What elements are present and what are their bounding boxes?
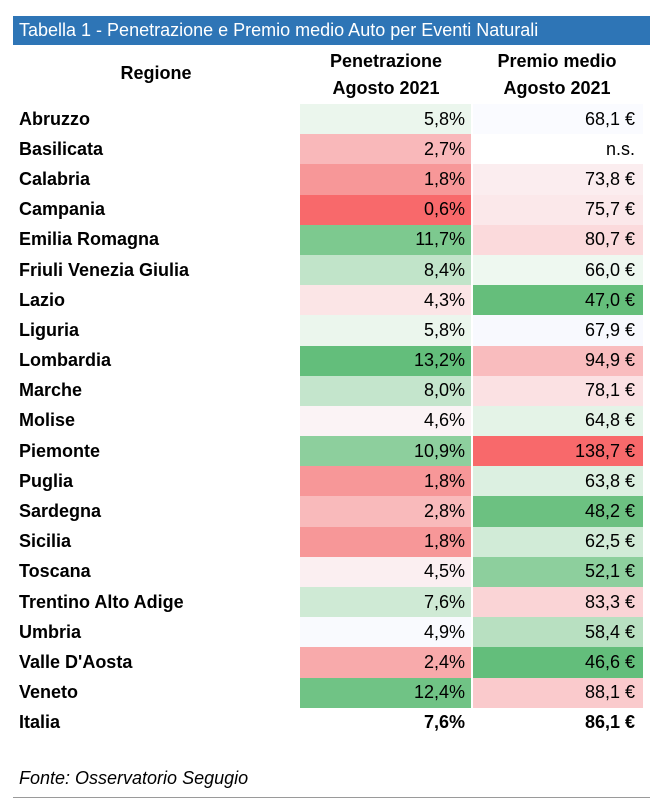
table-row: Friuli Venezia Giulia 8,4% 66,0 € [13,254,653,286]
penetration-cell: 1,8% [300,164,471,195]
region-name-cell: Piemonte [19,440,101,461]
column-header-premium-line1: Premio medio [497,51,617,71]
premium-cell: 67,9 € [473,315,643,346]
region-name-cell: Toscana [19,561,91,582]
table-row: Liguria 5,8% 67,9 € [13,315,653,346]
penetration-cell: 2,8% [300,496,471,527]
penetration-cell: 2,7% [300,134,471,165]
table-row: Sardegna 2,8% 48,2 € [13,496,653,527]
premium-cell: 78,1 € [473,375,643,406]
region-name-cell: Calabria [19,168,91,189]
table-row: Emilia Romagna 11,7% 80,7 € [13,224,653,255]
premium-cell: 75,7 € [473,194,643,225]
table-row: Calabria 1,8% 73,8 € [13,164,653,195]
penetration-cell: 5,8% [300,104,471,135]
premium-cell: 58,4 € [473,617,643,648]
penetration-cell: 2,4% [300,647,471,678]
region-name-cell: Sicilia [19,531,72,552]
penetration-cell: 10,9% [300,436,471,467]
penetration-cell: 8,0% [300,375,471,406]
table-row: Molise 4,6% 64,8 € [13,405,653,437]
premium-cell: 63,8 € [473,466,643,497]
penetration-cell: 11,7% [300,224,471,255]
premium-cell: 52,1 € [473,556,643,587]
penetration-cell: 4,6% [300,405,471,437]
table-row: Puglia 1,8% 63,8 € [13,466,653,497]
penetration-cell: 7,6% [423,712,465,733]
region-name-cell: Molise [19,410,76,431]
table-row: Valle D'Aosta 2,4% 46,6 € [13,647,653,678]
penetration-cell: 4,3% [300,285,471,316]
penetration-cell: 1,8% [300,526,471,557]
premium-cell: 64,8 € [473,405,643,437]
premium-cell: 47,0 € [473,285,643,316]
premium-cell: n.s. [473,134,643,165]
table-row: Lombardia 13,2% 94,9 € [13,345,653,376]
penetration-cell: 7,6% [300,587,471,618]
column-header-region: Regione [120,63,192,83]
region-name-cell: Abruzzo [19,108,90,129]
penetration-cell: 8,4% [300,254,471,286]
region-name-cell: Sardegna [19,501,102,522]
table-row: Marche 8,0% 78,1 € [13,375,653,406]
penetration-cell: 5,8% [300,315,471,346]
penetration-cell: 13,2% [300,345,471,376]
premium-cell: 46,6 € [473,647,643,678]
region-name-cell: Friuli Venezia Giulia [19,259,190,280]
data-table-body: Abruzzo 5,8% 68,1 € Basilicata 2,7% n.s. Calab… [13,104,653,738]
premium-cell: 62,5 € [473,526,643,557]
region-name-cell: Lazio [19,289,66,310]
premium-cell: 138,7 € [473,436,643,467]
premium-cell: 88,1 € [473,677,643,708]
table-title: Tabella 1 - Penetrazione e Premio medio … [13,16,650,45]
premium-cell: 86,1 € [584,712,635,733]
region-name-cell: Marche [19,380,83,401]
column-header-premium: Premio medio Agosto 2021 [472,48,642,102]
bottom-divider [13,797,650,798]
region-name-cell: Valle D'Aosta [19,651,133,672]
penetration-cell: 1,8% [300,466,471,497]
region-name-cell: Puglia [19,470,74,491]
table-row: Toscana 4,5% 52,1 € [13,556,653,587]
table-row: Basilicata 2,7% n.s. [13,134,653,165]
premium-cell: 73,8 € [473,164,643,195]
column-header-penetration: Penetrazione Agosto 2021 [300,48,472,102]
premium-cell: 80,7 € [473,224,643,255]
region-name-cell: Trentino Alto Adige [19,591,184,612]
region-name-cell: Emilia Romagna [19,229,160,250]
premium-cell: 68,1 € [473,104,643,135]
column-header-penetration-line1: Penetrazione [329,51,443,71]
penetration-cell: 4,5% [300,556,471,587]
premium-cell: 48,2 € [473,496,643,527]
penetration-cell: 12,4% [300,677,471,708]
table-row: Abruzzo 5,8% 68,1 € [13,104,653,135]
region-name-cell: Veneto [19,682,79,703]
source-note: Fonte: Osservatorio Segugio [19,768,249,788]
region-name-cell: Umbria [19,621,82,642]
table-row-total: Italia 7,6% 86,1 € [13,708,653,738]
table-row: Campania 0,6% 75,7 € [13,194,653,225]
table-row: Piemonte 10,9% 138,7 € [13,436,653,467]
penetration-cell: 0,6% [300,194,471,225]
premium-cell: 66,0 € [473,254,643,286]
premium-cell: 94,9 € [473,345,643,376]
penetration-cell: 4,9% [300,617,471,648]
table-row: Sicilia 1,8% 62,5 € [13,526,653,557]
table-row: Trentino Alto Adige 7,6% 83,3 € [13,587,653,618]
region-name-cell: Campania [19,199,106,220]
region-name-cell: Lombardia [19,350,112,371]
column-header-penetration-line2: Agosto 2021 [332,78,440,98]
region-name-cell: Italia [19,712,61,733]
table-row: Umbria 4,9% 58,4 € [13,617,653,648]
column-header-premium-line2: Agosto 2021 [503,78,611,98]
premium-cell: 83,3 € [473,587,643,618]
table-row: Lazio 4,3% 47,0 € [13,285,653,316]
region-name-cell: Basilicata [19,138,104,159]
region-name-cell: Liguria [19,319,80,340]
table-row: Veneto 12,4% 88,1 € [13,677,653,708]
